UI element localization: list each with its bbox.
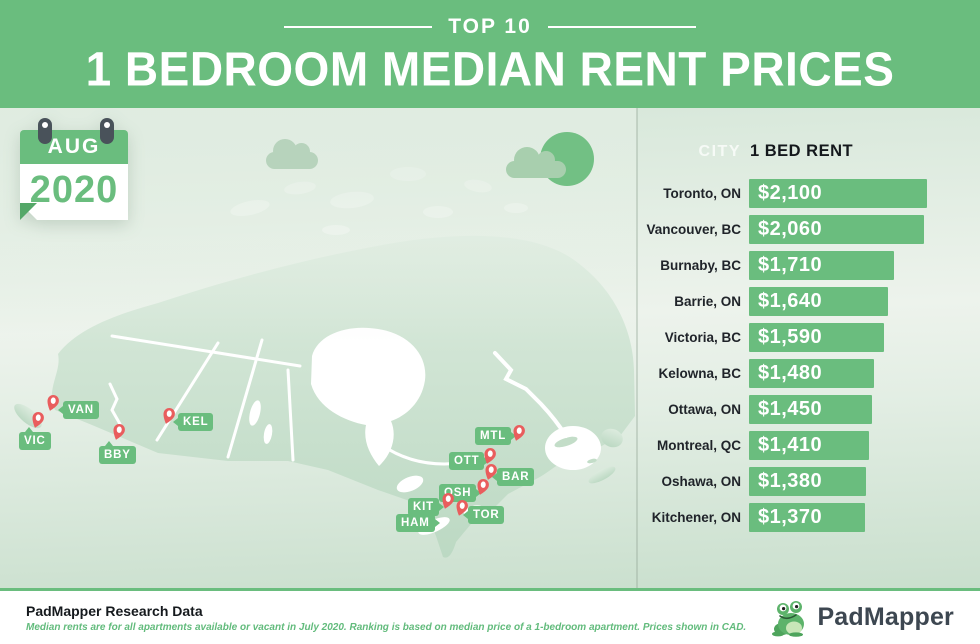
- table-row: Montreal, QC $1,410: [637, 430, 980, 460]
- rent-bar: $1,410: [749, 430, 869, 460]
- rent-value: $1,380: [758, 469, 823, 492]
- footer-source: PadMapper Research Data Median rents are…: [26, 603, 746, 633]
- city-label: Toronto, ON: [663, 185, 741, 201]
- table-row: Barrie, ON $1,640: [637, 286, 980, 316]
- location-pin-icon: [439, 490, 457, 511]
- calendar-widget: AUG 2020: [20, 118, 128, 228]
- city-label: Burnaby, BC: [660, 257, 741, 273]
- rent-bar: $1,590: [749, 322, 884, 352]
- table-row: Victoria, BC $1,590: [637, 322, 980, 352]
- table-row: Kitchener, ON $1,370: [637, 502, 980, 532]
- city-badge-kel: KEL: [173, 413, 214, 431]
- header: TOP 10 1 BEDROOM MEDIAN RENT PRICES: [0, 0, 980, 108]
- table-row: Oshawa, ON $1,380: [637, 466, 980, 496]
- anticosti-island: [554, 436, 578, 448]
- lake-huron: [396, 475, 424, 493]
- rent-value: $1,450: [758, 397, 823, 420]
- city-badge-mtl: MTL: [475, 427, 517, 445]
- city-badge-kit: KIT: [408, 498, 444, 516]
- nova-scotia: [588, 466, 616, 484]
- rent-bar: $1,380: [749, 466, 866, 496]
- table-row: Toronto, ON $2,100: [637, 178, 980, 208]
- location-pin-icon: [160, 405, 178, 426]
- column-rent: 1 BED RENT: [750, 142, 854, 160]
- lake-manitoba: [263, 424, 273, 444]
- city-badge-van: VAN: [58, 401, 99, 419]
- rent-bar: $1,640: [749, 286, 888, 316]
- rent-bar: $2,100: [749, 178, 927, 208]
- page-title: 1 BEDROOM MEDIAN RENT PRICES: [85, 41, 895, 97]
- table-header: CITY 1 BED RENT: [637, 142, 980, 161]
- city-label: Ottawa, ON: [668, 401, 741, 417]
- lake-winnipeg: [249, 400, 261, 426]
- frog-logo-icon: [772, 600, 805, 637]
- footer: PadMapper Research Data Median rents are…: [0, 588, 980, 644]
- pei: [587, 458, 597, 464]
- column-city: CITY: [698, 142, 741, 160]
- eyebrow-text: TOP 10: [448, 15, 532, 38]
- city-label: Kitchener, ON: [651, 509, 741, 525]
- location-pin-icon: [481, 445, 499, 466]
- brand-logo: PadMapper: [770, 599, 954, 637]
- city-label: Montreal, QC: [656, 437, 741, 453]
- location-pin-icon: [44, 392, 62, 413]
- rent-value: $1,590: [758, 325, 823, 348]
- rent-rows: Toronto, ON $2,100 Vancouver, BC $2,060 Burn…: [637, 178, 980, 532]
- city-badge-bby: BBY: [99, 441, 136, 464]
- city-badge-ott: OTT: [449, 452, 490, 470]
- rent-bar: $2,060: [749, 214, 924, 244]
- table-row: Burnaby, BC $1,710: [637, 250, 980, 280]
- location-pin-icon: [453, 497, 471, 518]
- location-pin-icon: [482, 461, 500, 482]
- rent-value: $1,410: [758, 433, 823, 456]
- calendar-year: 2020: [20, 164, 128, 220]
- right-rule: [547, 26, 696, 28]
- location-pin-icon: [510, 422, 528, 443]
- city-label: Barrie, ON: [674, 293, 741, 309]
- brand-name: PadMapper: [817, 603, 954, 631]
- location-pin-icon: [110, 421, 128, 442]
- table-row: Kelowna, BC $1,480: [637, 358, 980, 388]
- rent-bar: $1,370: [749, 502, 865, 532]
- location-pin-icon: [29, 409, 47, 430]
- rent-bar: $1,710: [749, 250, 894, 280]
- hudson-bay: [311, 327, 426, 466]
- calendar-ring-icon: [100, 118, 114, 144]
- eyebrow: TOP 10: [0, 0, 980, 39]
- rent-value: $1,640: [758, 289, 823, 312]
- rent-value: $2,100: [758, 181, 823, 204]
- city-badge-vic: VIC: [19, 427, 51, 450]
- table-row: Vancouver, BC $2,060: [637, 214, 980, 244]
- city-label: Victoria, BC: [664, 329, 741, 345]
- city-label: Oshawa, ON: [661, 473, 741, 489]
- rent-value: $1,480: [758, 361, 823, 384]
- calendar-ring-icon: [38, 118, 52, 144]
- cloud-icon: [266, 139, 318, 169]
- rent-bar: $1,450: [749, 394, 872, 424]
- source-heading: PadMapper Research Data: [26, 602, 203, 619]
- rent-bar: $1,480: [749, 358, 874, 388]
- rent-value: $2,060: [758, 217, 823, 240]
- rent-table-panel: CITY 1 BED RENT Toronto, ON $2,100 Vancouv…: [637, 108, 980, 588]
- left-rule: [284, 26, 433, 28]
- cloud-icon: [506, 147, 566, 178]
- rent-value: $1,710: [758, 253, 823, 276]
- city-badge-tor: TOR: [463, 506, 505, 524]
- panel-divider: [636, 108, 638, 588]
- city-label: Vancouver, BC: [646, 221, 741, 237]
- calendar-fold: [20, 203, 37, 220]
- map-section: AUG 2020 VAN VIC BBY KEL MTL OTT BAR OSH KIT TOR H…: [0, 108, 980, 588]
- table-row: Ottawa, ON $1,450: [637, 394, 980, 424]
- city-label: Kelowna, BC: [658, 365, 741, 381]
- city-badge-ham: HAM: [396, 514, 440, 532]
- location-pin-icon: [474, 476, 492, 497]
- source-note: Median rents are for all apartments avai…: [26, 621, 747, 633]
- rent-value: $1,370: [758, 505, 823, 528]
- city-badge-bar: BAR: [492, 468, 535, 486]
- newfoundland: [601, 428, 623, 448]
- gulf-st-lawrence: [545, 426, 601, 470]
